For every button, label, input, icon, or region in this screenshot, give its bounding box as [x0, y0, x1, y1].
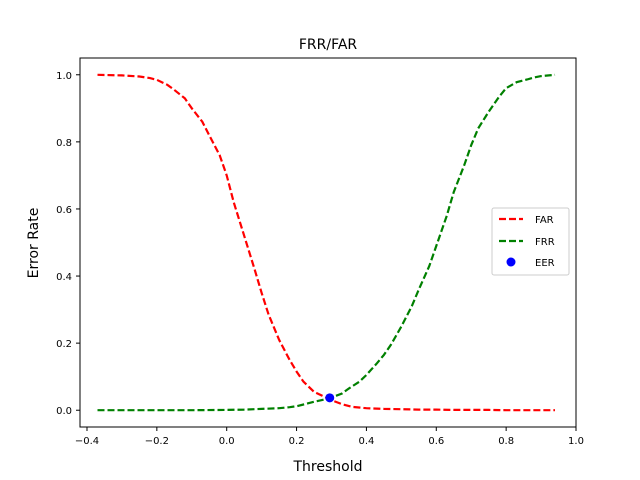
y-tick-label: 0.2 — [56, 339, 72, 350]
legend-frr-label: FRR — [535, 237, 555, 248]
legend-eer-marker — [506, 257, 516, 267]
axes-frame — [79, 57, 577, 428]
series-line-far — [97, 73, 555, 412]
y-axis-label: Error Rate — [26, 208, 42, 279]
x-tick-label: 0.8 — [498, 436, 514, 447]
y-tick-label: 0.4 — [56, 272, 72, 283]
x-tick-label: −0.2 — [145, 436, 169, 447]
legend: FAR FRR EER — [491, 207, 570, 276]
legend-eer-label: EER — [535, 258, 555, 269]
y-tick-label: 1.0 — [56, 71, 72, 82]
legend-far-label: FAR — [535, 215, 554, 226]
series-line-frr — [97, 73, 556, 412]
y-tick-label: 0.6 — [56, 205, 72, 216]
point-eer — [325, 393, 335, 403]
x-tick-label: −0.4 — [75, 436, 99, 447]
x-tick-label: 1.0 — [568, 436, 584, 447]
x-tick-label: 0.0 — [219, 436, 235, 447]
chart-title: FRR/FAR — [299, 37, 358, 53]
x-tick-label: 0.2 — [289, 436, 305, 447]
y-tick-label: 0.0 — [56, 406, 72, 417]
axes: −0.4 −0.2 0.0 0.2 0.4 0.6 0.8 1.0 0.0 0.2 0.4 0.6 0.… — [56, 57, 584, 447]
x-tick-label: 0.6 — [428, 436, 444, 447]
x-axis-label: Threshold — [293, 459, 363, 475]
x-tick-label: 0.4 — [358, 436, 374, 447]
plot-area — [97, 73, 556, 412]
y-tick-label: 0.8 — [56, 138, 72, 149]
